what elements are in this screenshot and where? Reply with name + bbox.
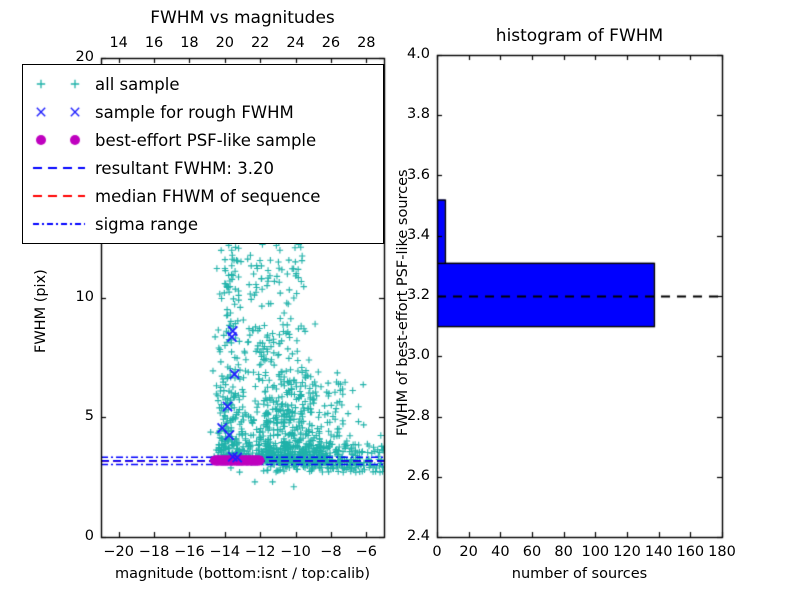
left-xtick-label: −8 [320, 544, 342, 560]
right-xtick-label: 40 [491, 544, 510, 560]
legend-entry: resultant FWHM: 3.20 [23, 154, 383, 182]
legend-entry-label: sigma range [95, 214, 199, 234]
left-ytick-label: 0 [84, 528, 94, 544]
right-xtick-label: 180 [708, 544, 736, 560]
legend-entry: all sample [23, 70, 383, 98]
left-xtick-label: −18 [138, 544, 170, 560]
legend-dashed-line-icon [23, 182, 95, 210]
left-top-xtick-label: 26 [321, 35, 341, 51]
left-xtick-label: −16 [174, 544, 205, 560]
right-xtick-label: 0 [432, 544, 442, 560]
left-ytick-label: 20 [75, 49, 94, 65]
right-ytick-label: 3.2 [406, 287, 430, 303]
left-top-xtick-label: 14 [109, 35, 128, 51]
right-xtick-label: 140 [644, 544, 673, 560]
right-ytick-label: 3.0 [406, 347, 430, 364]
legend-entry: median FHWM of sequence [23, 182, 383, 210]
left-top-xtick-label: 20 [215, 35, 235, 51]
right-xtick-label: 80 [554, 544, 573, 560]
left-xtick-label: −6 [355, 544, 377, 560]
right-ytick-label: 3.8 [406, 106, 430, 123]
left-ytick-label: 10 [75, 288, 94, 305]
legend-dashdot-line-icon [23, 210, 95, 238]
legend-plus-icon [23, 70, 95, 98]
left-top-xtick-label: 16 [144, 35, 164, 51]
right-panel-title: histogram of FWHM [495, 26, 664, 46]
right-xtick-label: 20 [459, 544, 478, 560]
right-ytick-label: 4.0 [406, 46, 430, 62]
left-xtick-label: −12 [244, 544, 276, 560]
right-panel-xlabel: number of sources [511, 566, 648, 582]
legend-box: all sample sample for rough FWHM best-effo… [22, 64, 384, 244]
right-xtick-label: 60 [522, 544, 542, 560]
left-top-xtick-label: 24 [286, 35, 305, 51]
right-ytick-label: 3.4 [406, 226, 430, 243]
legend-entry-label: all sample [95, 74, 180, 94]
legend-dashed-line-icon [23, 154, 95, 182]
left-xtick-label: −20 [103, 544, 134, 560]
right-ytick-label: 2.8 [406, 407, 430, 424]
right-ytick-label: 3.6 [406, 166, 430, 183]
legend-entry: sigma range [23, 210, 383, 238]
legend-entry: best-effort PSF-like sample [23, 126, 383, 154]
right-xtick-label: 120 [613, 544, 641, 560]
legend-entry-label: sample for rough FWHM [95, 102, 294, 122]
right-ytick-label: 2.4 [406, 528, 430, 544]
legend-entry-label: resultant FWHM: 3.20 [95, 158, 274, 178]
left-panel-ylabel: FWHM (pix) [33, 268, 49, 353]
left-panel-title: FWHM vs magnitudes [150, 8, 335, 28]
right-xtick-label: 100 [581, 544, 610, 560]
left-top-xtick-label: 22 [250, 35, 270, 51]
right-ytick-label: 2.6 [406, 467, 430, 484]
legend-cross-icon [23, 98, 95, 126]
left-panel-xlabel: magnitude (bottom:isnt / top:calib) [114, 566, 371, 582]
left-ytick-label: 5 [84, 408, 94, 425]
legend-entry: sample for rough FWHM [23, 98, 383, 126]
left-top-xtick-label: 28 [357, 35, 376, 51]
left-top-xtick-label: 18 [180, 35, 199, 51]
right-xtick-label: 160 [676, 544, 705, 560]
legend-entry-label: median FHWM of sequence [95, 186, 321, 206]
left-xtick-label: −14 [209, 544, 241, 560]
left-xtick-label: −10 [280, 544, 311, 560]
legend-circle-icon [23, 126, 95, 154]
legend-entry-label: best-effort PSF-like sample [95, 130, 317, 150]
